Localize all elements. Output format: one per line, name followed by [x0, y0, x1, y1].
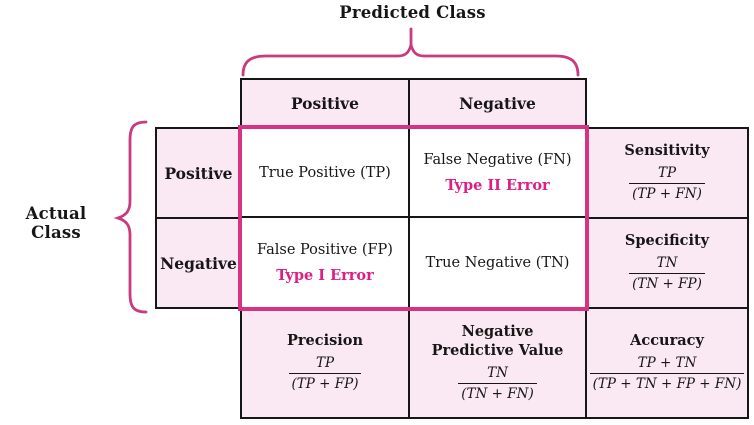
sensitivity-numerator: TP — [657, 165, 677, 182]
actual-class-title: Actual Class — [25, 204, 87, 242]
predicted-class-brace — [241, 27, 580, 77]
cell-true-positive: True Positive (TP) — [242, 129, 410, 218]
sensitivity-formula: TP (TP + FN) — [629, 164, 705, 203]
specificity-formula: TN (TN + FP) — [629, 254, 705, 293]
true-negative-label: True Negative (TN) — [425, 254, 570, 271]
actual-class-brace — [113, 120, 148, 314]
predicted-header-positive: Positive — [240, 78, 410, 129]
precision-denominator: (TP + FP) — [288, 373, 362, 393]
precision-formula: TP (TP + FP) — [288, 354, 362, 393]
accuracy-name: Accuracy — [630, 332, 704, 350]
predicted-header-negative: Negative — [408, 78, 587, 129]
actual-header-negative: Negative — [155, 217, 242, 309]
specificity-denominator: (TN + FP) — [629, 273, 705, 293]
metric-specificity: Specificity TN (TN + FP) — [585, 217, 749, 309]
specificity-numerator: TN — [656, 255, 678, 272]
precision-name: Precision — [287, 332, 363, 350]
predicted-class-title: Predicted Class — [339, 3, 486, 22]
cell-false-negative: False Negative (FN) Type II Error — [410, 129, 585, 218]
npv-denominator: (TN + FN) — [458, 382, 537, 403]
metric-sensitivity: Sensitivity TP (TP + FN) — [585, 127, 749, 219]
type-1-error-label: Type I Error — [276, 266, 374, 284]
npv-formula: TN (TN + FN) — [458, 364, 537, 403]
accuracy-numerator: TP + TN — [637, 355, 697, 372]
npv-name: Negative Predictive Value — [431, 322, 564, 359]
accuracy-denominator: (TP + TN + FP + FN) — [589, 373, 745, 393]
cell-true-negative: True Negative (TN) — [410, 218, 585, 307]
sensitivity-denominator: (TP + FN) — [629, 183, 705, 203]
actual-header-positive: Positive — [155, 127, 242, 219]
metric-accuracy: Accuracy TP + TN (TP + TN + FP + FN) — [585, 307, 749, 419]
accuracy-formula: TP + TN (TP + TN + FP + FN) — [589, 354, 745, 393]
cell-false-positive: False Positive (FP) Type I Error — [242, 218, 410, 307]
type-2-error-label: Type II Error — [445, 176, 550, 194]
false-positive-label: False Positive (FP) — [257, 241, 393, 258]
matrix-2x2: True Positive (TP) False Negative (FN) T… — [238, 125, 589, 311]
precision-numerator: TP — [315, 355, 335, 372]
predicted-negative-label: Negative — [459, 94, 536, 113]
predicted-positive-label: Positive — [290, 94, 360, 113]
true-positive-label: True Positive (TP) — [259, 164, 391, 181]
specificity-name: Specificity — [624, 232, 710, 250]
npv-numerator: TN — [487, 364, 508, 381]
metric-precision: Precision TP (TP + FP) — [240, 307, 410, 419]
sensitivity-name: Sensitivity — [624, 142, 710, 160]
false-negative-label: False Negative (FN) — [423, 151, 572, 168]
metric-npv: Negative Predictive Value TN (TN + FN) — [408, 307, 587, 419]
actual-negative-label: Negative — [160, 253, 237, 273]
actual-positive-label: Positive — [164, 163, 233, 183]
